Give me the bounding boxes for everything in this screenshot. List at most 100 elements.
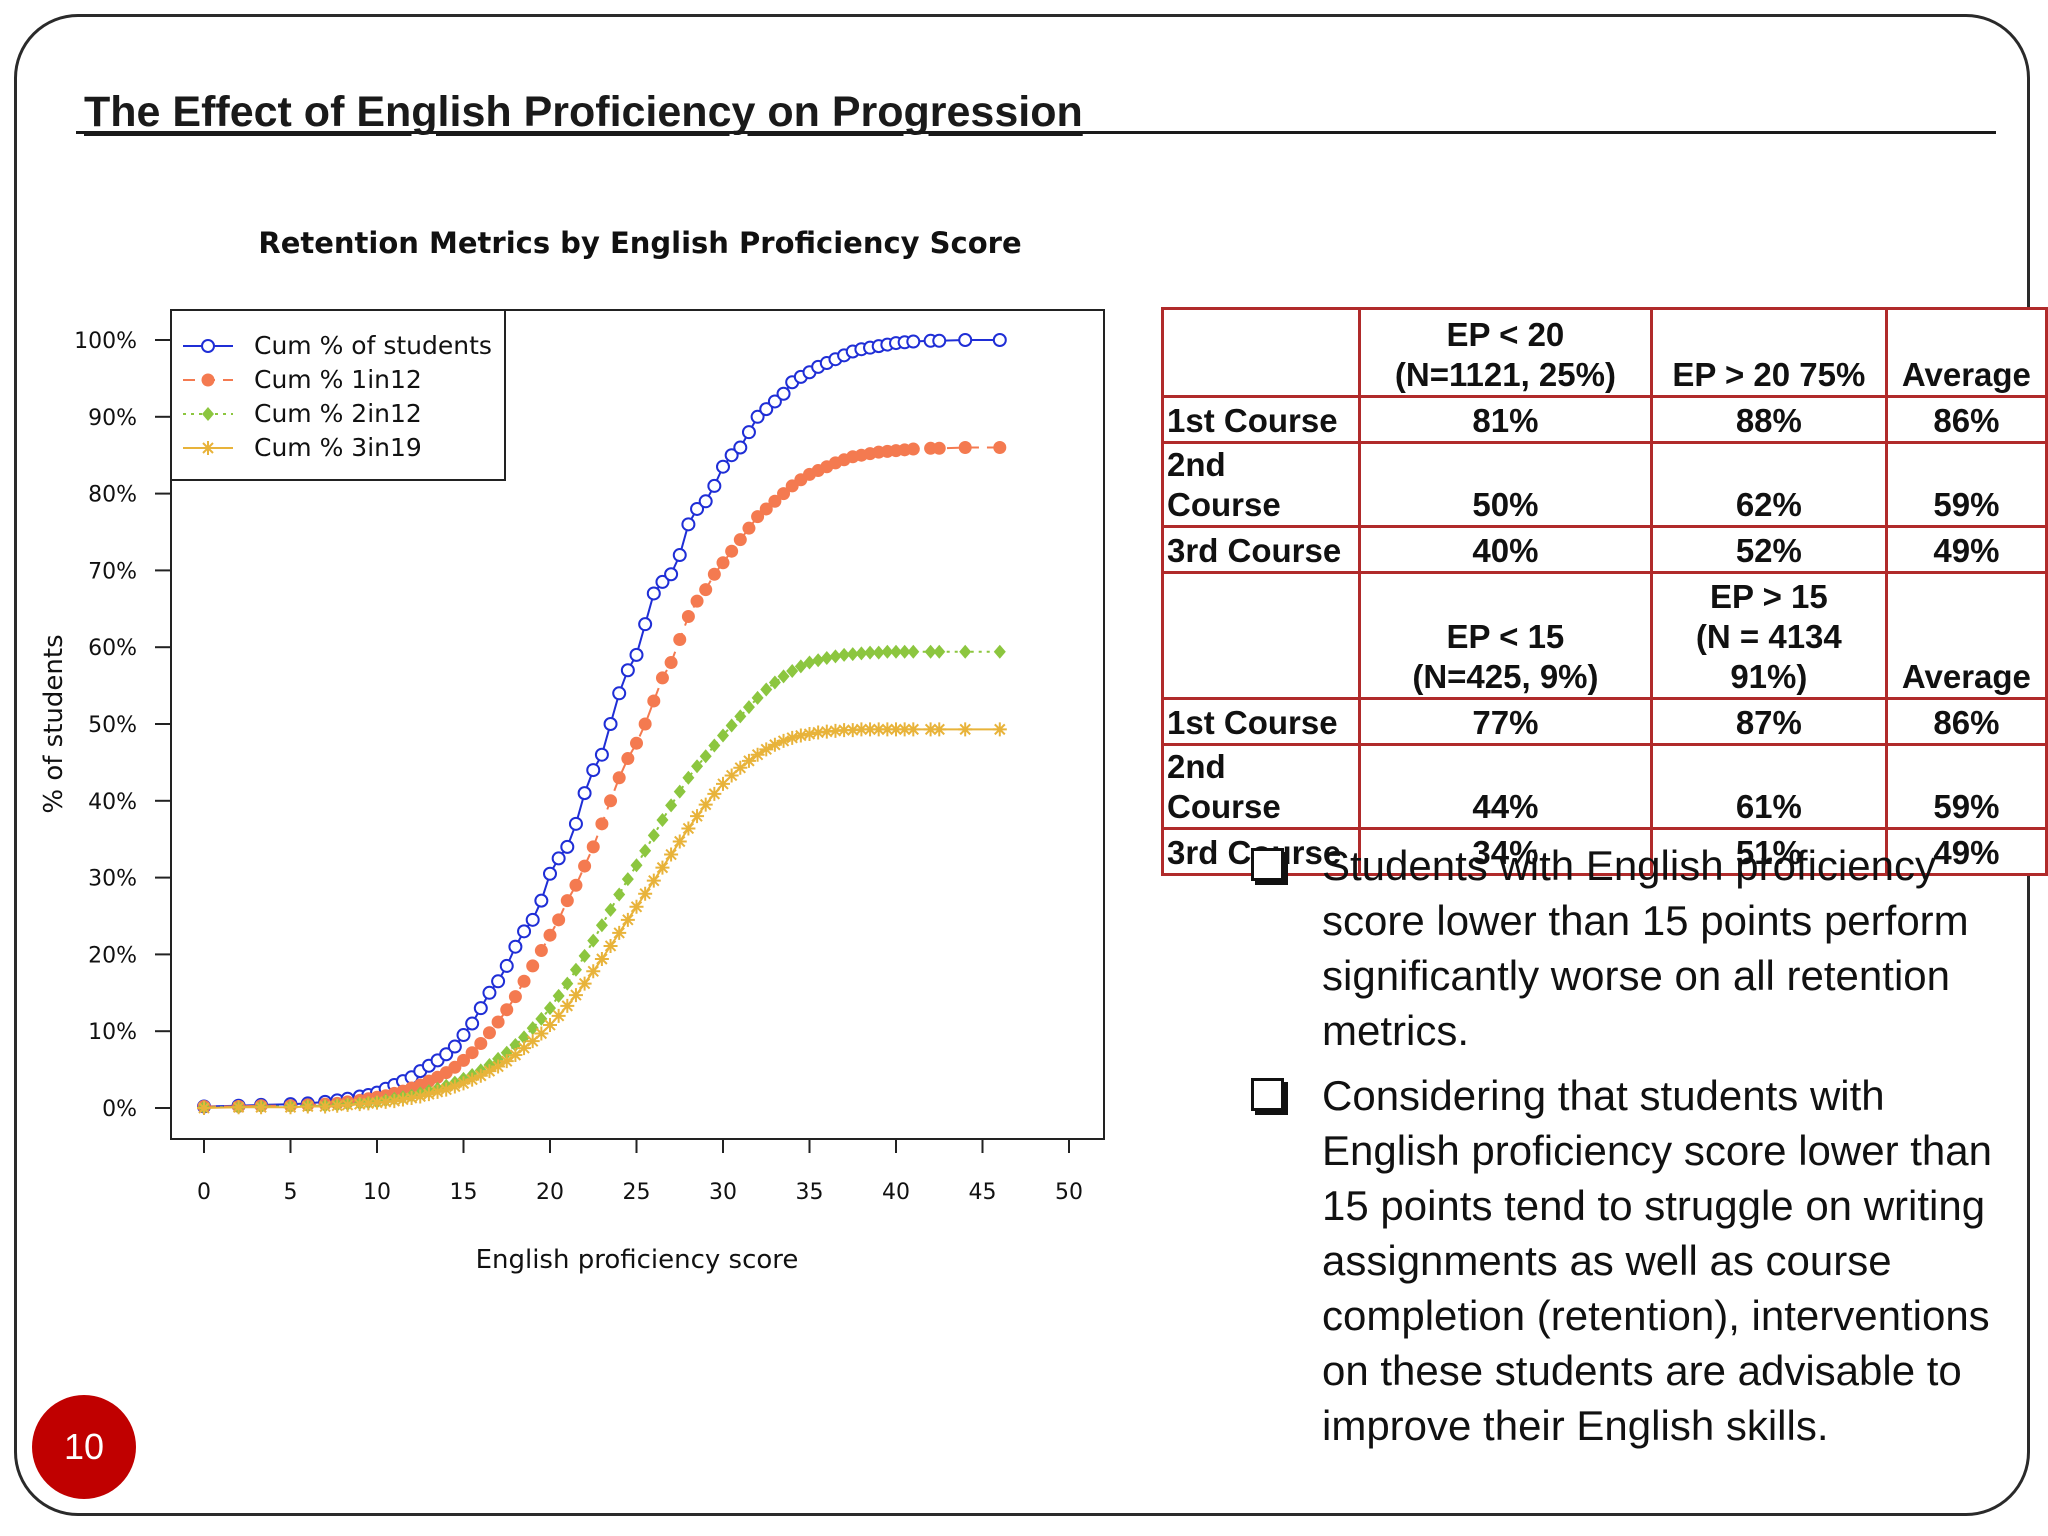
series-1-point <box>534 893 549 908</box>
legend-entry-3: Cum % 2in12 <box>254 399 422 428</box>
series-3-point <box>855 646 868 661</box>
series-3-point <box>595 918 608 933</box>
x-tick-label: 20 <box>536 1180 564 1205</box>
table-cell: 40% <box>1357 525 1653 574</box>
table-cell: Average <box>1884 307 2048 398</box>
table-cell: 52% <box>1649 525 1888 574</box>
series-4-point <box>395 1092 410 1107</box>
series-2-point <box>664 656 678 670</box>
series-4-point <box>465 1072 480 1087</box>
series-4-point <box>231 1100 246 1115</box>
series-3-point <box>777 669 790 684</box>
series-2-point <box>612 771 626 785</box>
y-tick-label: 60% <box>88 636 137 661</box>
series-3-point <box>881 644 894 659</box>
series-1-point <box>992 333 1007 347</box>
table-row: 3rd Course 40% 52% 49% <box>1161 525 2048 574</box>
series-4-point <box>664 847 679 862</box>
table-row: 1st Course 77% 87% 86% <box>1161 697 2048 746</box>
series-3-point <box>734 709 747 724</box>
series-3-point <box>768 675 781 690</box>
table-cell: 86% <box>1884 697 2048 746</box>
series-3-point <box>561 976 574 991</box>
legend-marker-1 <box>201 339 215 353</box>
series-4-point <box>620 912 635 927</box>
series-4-point <box>430 1084 445 1099</box>
series-3-point <box>665 798 678 813</box>
series-3-point <box>742 700 755 715</box>
bullet-text: Considering that students with English p… <box>1322 1072 1992 1449</box>
table-row-label: 2nd Course <box>1161 743 1361 830</box>
series-4-point <box>568 988 583 1003</box>
x-tick-label: 50 <box>1055 1180 1083 1205</box>
series-1-point <box>551 851 566 866</box>
series-2-point <box>491 1015 505 1029</box>
y-axis-label: % of students <box>39 634 69 813</box>
series-3-point <box>535 1011 548 1026</box>
series-4-point <box>413 1089 428 1104</box>
table-row-label <box>1161 571 1361 700</box>
series-1-point <box>465 1016 480 1031</box>
table-cell: 88% <box>1649 395 1888 444</box>
series-1-point <box>759 402 774 417</box>
series-3-point <box>725 718 738 733</box>
y-tick-label: 100% <box>74 329 137 354</box>
series-3-point <box>864 645 877 660</box>
series-3-point <box>803 655 816 670</box>
x-tick-label: 0 <box>197 1180 211 1205</box>
series-2-point <box>751 510 765 524</box>
series-3-point <box>838 647 851 662</box>
series-1-point <box>525 912 540 927</box>
series-3-point <box>656 813 669 827</box>
series-2-point <box>552 913 566 927</box>
series-1-point <box>603 717 618 731</box>
table-cell: 49% <box>1884 525 2048 574</box>
series-2-point <box>543 928 557 942</box>
series-1-point <box>906 334 921 349</box>
series-4-point <box>361 1096 376 1111</box>
series-2-point <box>906 442 920 456</box>
table-header-row: EP < 15 (N=425, 9%) EP > 15 (N = 4134 91%… <box>1161 571 2048 700</box>
series-4-point <box>525 1034 540 1049</box>
series-4-point <box>672 834 687 849</box>
table-cell: 62% <box>1649 441 1888 528</box>
legend-marker-2 <box>201 373 215 387</box>
table-cell: Average <box>1884 571 2048 700</box>
table-cell: 49% <box>1884 827 2048 876</box>
table-header-row: EP < 20 (N=1121, 25%) EP > 20 75% Average <box>1161 307 2048 398</box>
checkbox-bullet-icon <box>1251 848 1284 881</box>
chart-title: Retention Metrics by English Proficiency… <box>258 226 1021 260</box>
series-4-point <box>681 821 696 836</box>
table-row-label: 3rd Course <box>1161 525 1361 574</box>
legend-entry-4: Cum % 3in19 <box>254 433 422 462</box>
table-cell: 61% <box>1649 743 1888 830</box>
series-4-point <box>300 1099 315 1114</box>
series-4-point <box>655 860 670 875</box>
retention-table: EP < 20 (N=1121, 25%) EP > 20 75% Average 1… <box>1161 307 2048 876</box>
series-2-point <box>578 859 592 873</box>
series-4-point <box>447 1079 462 1094</box>
series-3-point <box>552 988 565 1003</box>
series-1-point <box>655 574 670 589</box>
series-3-point <box>639 843 652 858</box>
series-1-point <box>716 459 730 474</box>
series-2-point <box>638 717 652 731</box>
series-4-point <box>456 1076 471 1091</box>
bullet-list: Students with English proficiency score … <box>1248 838 2018 1463</box>
x-tick-label: 25 <box>623 1180 651 1205</box>
series-4-point <box>767 737 782 752</box>
series-4-point <box>370 1095 384 1110</box>
x-tick-label: 35 <box>796 1180 824 1205</box>
series-1-point <box>958 333 973 347</box>
series-3-point <box>630 858 643 873</box>
series-2-point <box>482 1026 496 1040</box>
series-3-point <box>907 644 920 659</box>
series-4-point <box>750 747 765 762</box>
series-1-point <box>491 974 506 989</box>
series-4-point <box>776 733 791 748</box>
series-4-point <box>733 760 748 775</box>
series-1-point <box>750 409 765 424</box>
series-2-point <box>630 736 643 750</box>
y-tick-label: 70% <box>88 559 137 584</box>
legend-marker-3 <box>202 407 214 421</box>
